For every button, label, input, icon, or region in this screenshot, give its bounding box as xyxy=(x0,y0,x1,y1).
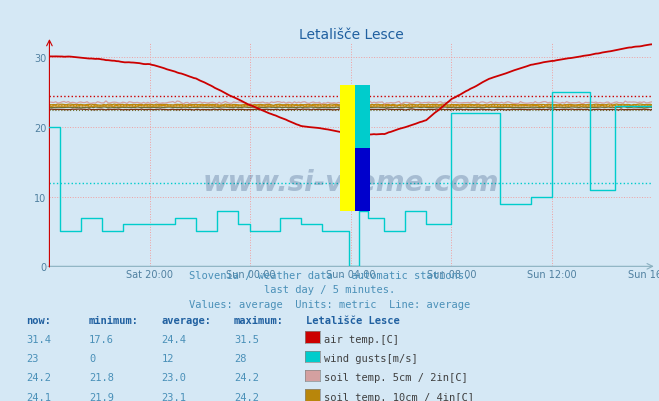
Text: 24.1: 24.1 xyxy=(26,392,51,401)
Text: 24.4: 24.4 xyxy=(161,334,186,344)
Text: 24.2: 24.2 xyxy=(234,392,259,401)
Text: Slovenia / weather data - automatic stations.: Slovenia / weather data - automatic stat… xyxy=(189,271,470,281)
Text: wind gusts[m/s]: wind gusts[m/s] xyxy=(324,353,417,363)
Text: 28: 28 xyxy=(234,353,246,363)
Text: 31.4: 31.4 xyxy=(26,334,51,344)
Text: 23: 23 xyxy=(26,353,39,363)
Text: last day / 5 minutes.: last day / 5 minutes. xyxy=(264,285,395,295)
Text: 23.1: 23.1 xyxy=(161,392,186,401)
Text: air temp.[C]: air temp.[C] xyxy=(324,334,399,344)
Text: minimum:: minimum: xyxy=(89,315,139,325)
Text: 12: 12 xyxy=(161,353,174,363)
Title: Letališče Lesce: Letališče Lesce xyxy=(299,28,403,42)
Text: 31.5: 31.5 xyxy=(234,334,259,344)
Bar xyxy=(355,86,370,148)
Text: 24.2: 24.2 xyxy=(234,373,259,383)
Text: 23.0: 23.0 xyxy=(161,373,186,383)
Text: 21.8: 21.8 xyxy=(89,373,114,383)
Text: 21.9: 21.9 xyxy=(89,392,114,401)
Text: soil temp. 5cm / 2in[C]: soil temp. 5cm / 2in[C] xyxy=(324,373,467,383)
Text: Values: average  Units: metric  Line: average: Values: average Units: metric Line: aver… xyxy=(189,299,470,309)
Text: now:: now: xyxy=(26,315,51,325)
Text: average:: average: xyxy=(161,315,212,325)
Text: Letališče Lesce: Letališče Lesce xyxy=(306,315,400,325)
Bar xyxy=(355,148,370,211)
Text: maximum:: maximum: xyxy=(234,315,284,325)
Text: www.si-vreme.com: www.si-vreme.com xyxy=(203,168,499,196)
Bar xyxy=(341,86,355,211)
Text: 0: 0 xyxy=(89,353,95,363)
Text: 17.6: 17.6 xyxy=(89,334,114,344)
Text: soil temp. 10cm / 4in[C]: soil temp. 10cm / 4in[C] xyxy=(324,392,474,401)
Text: 24.2: 24.2 xyxy=(26,373,51,383)
